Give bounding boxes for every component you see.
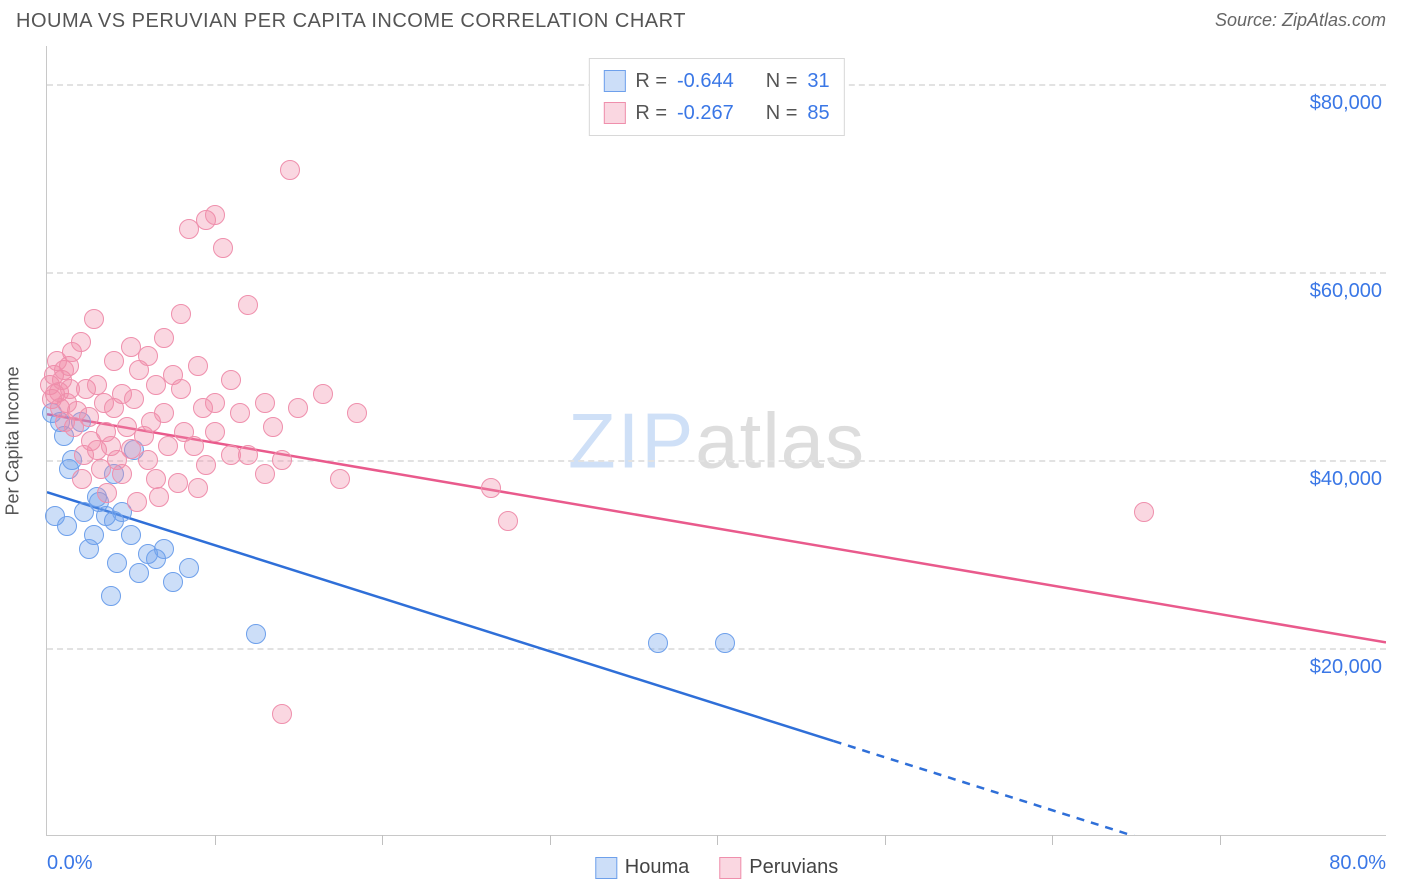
data-point <box>205 205 225 225</box>
legend-item-houma: Houma <box>595 856 689 879</box>
data-point <box>184 436 204 456</box>
data-point <box>101 586 121 606</box>
data-point <box>498 511 518 531</box>
data-point <box>280 160 300 180</box>
stat-row-houma: R = -0.644 N = 31 <box>603 65 829 97</box>
data-point <box>154 403 174 423</box>
data-point <box>104 351 124 371</box>
data-point <box>481 478 501 498</box>
x-tick <box>550 835 551 845</box>
data-point <box>238 445 258 465</box>
data-point <box>313 384 333 404</box>
swatch-houma-icon <box>595 857 617 879</box>
data-point <box>138 346 158 366</box>
data-point <box>87 375 107 395</box>
gridline: $60,000 <box>47 272 1386 274</box>
data-point <box>127 492 147 512</box>
data-point <box>246 624 266 644</box>
data-point <box>188 356 208 376</box>
data-point <box>288 398 308 418</box>
data-point <box>238 295 258 315</box>
source-label: Source: ZipAtlas.com <box>1215 10 1386 31</box>
x-tick <box>1052 835 1053 845</box>
data-point <box>171 304 191 324</box>
n-value-houma: 31 <box>807 65 829 97</box>
data-point <box>168 473 188 493</box>
data-point <box>121 525 141 545</box>
swatch-peruvians <box>603 102 625 124</box>
data-point <box>213 238 233 258</box>
data-point <box>79 407 99 427</box>
x-tick <box>1220 835 1221 845</box>
y-tick-label: $40,000 <box>1310 468 1390 491</box>
legend-item-peruvians: Peruvians <box>719 856 838 879</box>
data-point <box>107 553 127 573</box>
data-point <box>71 332 91 352</box>
y-tick-label: $20,000 <box>1310 656 1390 679</box>
data-point <box>84 309 104 329</box>
data-point <box>230 403 250 423</box>
watermark: ZIPatlas <box>568 395 865 486</box>
data-point <box>188 478 208 498</box>
watermark-part1: ZIP <box>568 396 695 484</box>
n-value-peruvians: 85 <box>807 97 829 129</box>
x-end-label: 80.0% <box>1329 852 1386 875</box>
x-tick <box>382 835 383 845</box>
data-point <box>263 417 283 437</box>
data-point <box>205 422 225 442</box>
data-point <box>715 633 735 653</box>
stat-row-peruvians: R = -0.267 N = 85 <box>603 97 829 129</box>
watermark-part2: atlas <box>695 396 865 484</box>
data-point <box>112 464 132 484</box>
y-axis-title: Per Capita Income <box>3 366 24 515</box>
x-tick <box>885 835 886 845</box>
data-point <box>221 370 241 390</box>
data-point <box>154 539 174 559</box>
data-point <box>72 469 92 489</box>
x-start-label: 0.0% <box>47 852 93 875</box>
legend-label-houma: Houma <box>625 856 689 879</box>
legend-label-peruvians: Peruvians <box>749 856 838 879</box>
data-point <box>84 525 104 545</box>
data-point <box>146 469 166 489</box>
data-point <box>648 633 668 653</box>
data-point <box>158 436 178 456</box>
data-point <box>124 389 144 409</box>
data-point <box>330 469 350 489</box>
data-point <box>163 572 183 592</box>
x-tick <box>717 835 718 845</box>
trend-lines <box>47 46 1386 835</box>
data-point <box>272 450 292 470</box>
n-label: N = <box>766 65 798 97</box>
chart-title: HOUMA VS PERUVIAN PER CAPITA INCOME CORR… <box>16 10 686 33</box>
r-value-peruvians: -0.267 <box>677 97 734 129</box>
stat-legend: R = -0.644 N = 31 R = -0.267 N = 85 <box>588 58 844 136</box>
data-point <box>347 403 367 423</box>
data-point <box>255 464 275 484</box>
data-point <box>149 487 169 507</box>
y-tick-label: $80,000 <box>1310 92 1390 115</box>
data-point <box>171 379 191 399</box>
data-point <box>57 516 77 536</box>
chart-area: ZIPatlas Per Capita Income $20,000$40,00… <box>46 46 1386 836</box>
swatch-peruvians-icon <box>719 857 741 879</box>
data-point <box>196 455 216 475</box>
r-value-houma: -0.644 <box>677 65 734 97</box>
data-point <box>179 558 199 578</box>
data-point <box>255 393 275 413</box>
r-label: R = <box>635 65 667 97</box>
r-label: R = <box>635 97 667 129</box>
x-tick <box>215 835 216 845</box>
data-point <box>97 483 117 503</box>
data-point <box>272 704 292 724</box>
data-point <box>129 563 149 583</box>
y-tick-label: $60,000 <box>1310 280 1390 303</box>
data-point <box>154 328 174 348</box>
series-legend: Houma Peruvians <box>595 856 838 879</box>
swatch-houma <box>603 70 625 92</box>
data-point <box>205 393 225 413</box>
n-label: N = <box>766 97 798 129</box>
data-point <box>1134 502 1154 522</box>
data-point <box>138 450 158 470</box>
